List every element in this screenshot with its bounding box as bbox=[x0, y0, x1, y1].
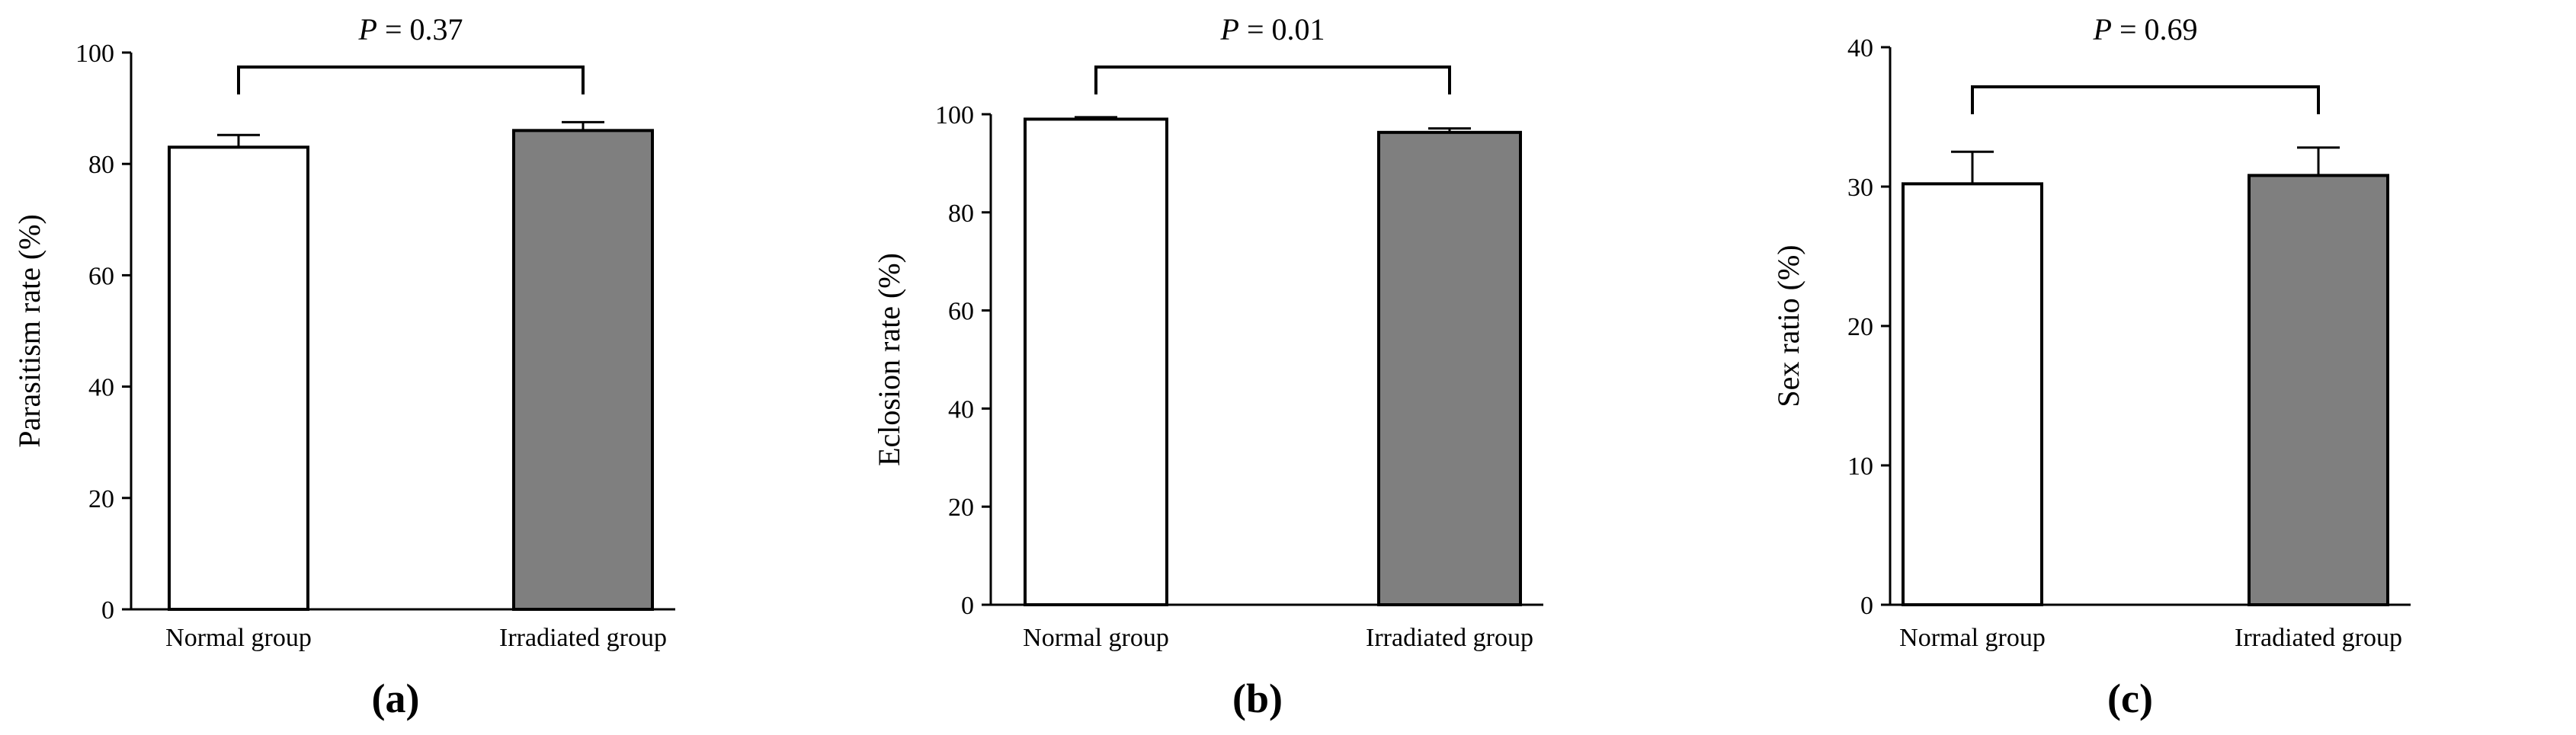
panel-label: (b) bbox=[1232, 676, 1283, 721]
y-tick-label: 60 bbox=[948, 298, 974, 326]
p-value: = 0.01 bbox=[1239, 12, 1325, 46]
significance-bracket bbox=[237, 66, 585, 94]
bar-2 bbox=[1377, 130, 1522, 606]
bar-1 bbox=[1024, 117, 1168, 606]
y-tick-label: 30 bbox=[1847, 174, 1873, 202]
y-tick-label: 40 bbox=[88, 374, 114, 402]
panel-label: (a) bbox=[372, 676, 420, 721]
p-value: = 0.37 bbox=[377, 12, 463, 46]
category-label: Normal group bbox=[165, 624, 312, 652]
p-value-label: P = 0.01 bbox=[1220, 12, 1325, 46]
category-label: Normal group bbox=[1899, 624, 2046, 652]
bar-2 bbox=[512, 129, 654, 611]
y-tick-label: 60 bbox=[88, 262, 114, 290]
p-value-label: P = 0.37 bbox=[358, 12, 463, 46]
y-tick-label: 20 bbox=[1847, 313, 1873, 341]
p-symbol: P bbox=[358, 12, 377, 46]
category-label: Normal group bbox=[1023, 624, 1169, 652]
bar-1 bbox=[168, 145, 309, 611]
y-tick-label: 100 bbox=[75, 40, 114, 68]
category-label: Irradiated group bbox=[499, 624, 667, 652]
y-tick-label: 0 bbox=[101, 596, 114, 625]
y-axis-label: Parasitism rate (%) bbox=[12, 214, 46, 448]
y-tick-label: 80 bbox=[948, 200, 974, 228]
bar-1 bbox=[1902, 182, 2043, 606]
y-tick-label: 20 bbox=[88, 485, 114, 513]
y-tick-label: 0 bbox=[1860, 592, 1873, 620]
p-value: = 0.69 bbox=[2112, 12, 2198, 46]
y-tick-label: 100 bbox=[935, 101, 974, 129]
y-axis-label: Sex ratio (%) bbox=[1771, 244, 1805, 407]
chart-panel-2: 0 20 40 60 80 100 Eclosion rate (%) Normal grou… bbox=[872, 12, 1543, 721]
significance-bracket bbox=[1971, 85, 2320, 114]
y-tick-label: 40 bbox=[1847, 34, 1873, 62]
y-tick-label: 80 bbox=[88, 151, 114, 179]
category-label: Irradiated group bbox=[2235, 624, 2402, 652]
chart-panel-3: 0 10 20 30 40 Sex ratio (%) Normal group Irradi… bbox=[1771, 12, 2411, 721]
y-tick-label: 20 bbox=[948, 494, 974, 522]
y-tick-label: 40 bbox=[948, 395, 974, 423]
bar-2 bbox=[2248, 174, 2389, 607]
y-tick-label: 0 bbox=[961, 592, 974, 620]
y-axis-label: Eclosion rate (%) bbox=[872, 253, 906, 466]
p-symbol: P bbox=[1220, 12, 1239, 46]
chart-panel-1: 0 20 40 60 80 100 Parasitism rate (%) Normal gr… bbox=[12, 12, 675, 721]
p-value-label: P = 0.69 bbox=[2093, 12, 2198, 46]
panel-label: (c) bbox=[2107, 676, 2153, 721]
y-tick-label: 10 bbox=[1847, 452, 1873, 481]
p-symbol: P bbox=[2093, 12, 2112, 46]
significance-bracket bbox=[1094, 66, 1451, 94]
category-label: Irradiated group bbox=[1366, 624, 1533, 652]
